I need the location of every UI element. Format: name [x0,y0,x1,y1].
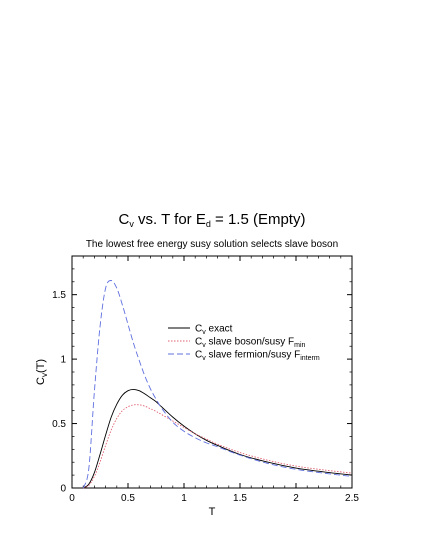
series-line-exact [82,388,353,489]
x-axis-label: T [209,506,216,518]
legend-label: Cv slave fermion/susy Finterm [195,350,320,363]
x-tick-label: 0.5 [121,493,135,504]
series-line-slave-fermion [82,280,353,489]
y-tick-label: 1 [60,355,66,366]
y-axis-ticks: 0 0.5 1 1.5 [52,268,352,495]
x-axis-ticks: 0 0.5 1 1.5 2 2.5 [69,256,359,504]
x-tick-label: 2 [293,493,299,504]
chart-title: Cv vs. T for Ed = 1.5 (Empty) [119,211,306,229]
y-tick-label: 0.5 [52,419,66,430]
y-tick-label: 0 [60,484,66,495]
x-tick-label: 1 [181,493,187,504]
legend-label: Cv exact [195,324,233,337]
x-tick-label: 0 [69,493,75,504]
y-tick-label: 1.5 [52,290,66,301]
legend-label: Cv slave boson/susy Fmin [195,337,305,350]
chart-subtitle: The lowest free energy susy solution sel… [86,239,338,250]
series-lines [82,280,353,489]
y-axis-label: Cv(T) [35,359,49,385]
plot-frame [71,255,353,489]
x-tick-label: 2.5 [345,493,359,504]
x-tick-label: 1.5 [233,493,247,504]
